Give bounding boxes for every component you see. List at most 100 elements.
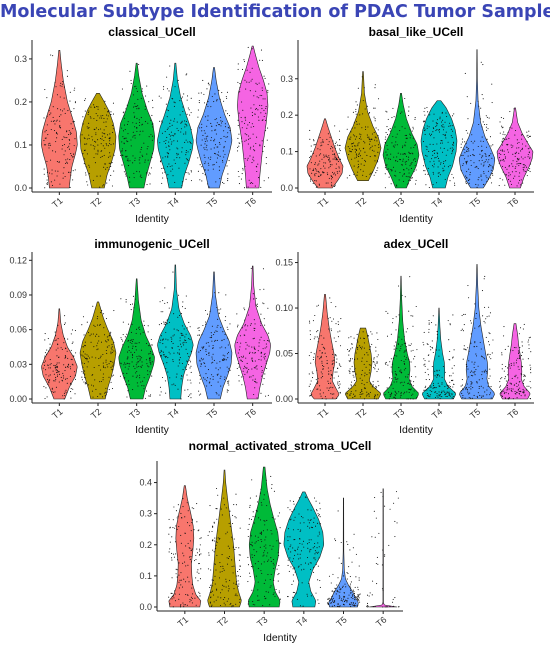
- data-point: [369, 148, 371, 150]
- x-tick-label: T5: [468, 406, 482, 420]
- data-point: [478, 387, 480, 390]
- data-point: [218, 312, 220, 314]
- data-point: [292, 596, 294, 598]
- data-point: [126, 362, 128, 364]
- data-point: [468, 179, 470, 181]
- data-point: [199, 375, 201, 377]
- data-point: [122, 321, 124, 323]
- data-point: [346, 572, 348, 574]
- data-point: [211, 130, 213, 132]
- data-point: [516, 142, 519, 144]
- data-point: [465, 161, 467, 163]
- data-point: [101, 117, 103, 119]
- data-point: [437, 396, 439, 398]
- data-point: [292, 574, 294, 576]
- data-point: [487, 341, 490, 343]
- data-point: [357, 586, 359, 588]
- data-point: [185, 340, 187, 342]
- data-point: [327, 598, 329, 600]
- data-point: [265, 343, 267, 345]
- data-point: [185, 139, 187, 141]
- data-point: [177, 148, 179, 150]
- data-point: [84, 143, 86, 146]
- data-point: [210, 332, 212, 334]
- data-point: [350, 384, 352, 386]
- data-point: [400, 394, 402, 396]
- data-point: [448, 125, 450, 127]
- data-point: [205, 373, 207, 375]
- data-point: [168, 133, 170, 135]
- data-point: [514, 376, 516, 378]
- data-point: [242, 109, 244, 111]
- data-point: [203, 154, 205, 156]
- data-point: [59, 96, 61, 98]
- data-point: [132, 131, 134, 133]
- data-point: [213, 147, 215, 149]
- data-point: [279, 598, 281, 600]
- data-point: [138, 326, 140, 328]
- data-point: [64, 137, 66, 139]
- data-point: [462, 395, 464, 397]
- data-point: [441, 151, 444, 153]
- data-point: [354, 127, 356, 129]
- data-point: [269, 545, 271, 547]
- data-point: [364, 375, 366, 377]
- data-point: [427, 343, 429, 345]
- data-point: [348, 337, 350, 339]
- x-tick-label: T2: [354, 406, 368, 420]
- data-point: [47, 175, 49, 177]
- data-point: [520, 150, 522, 152]
- data-point: [504, 157, 506, 159]
- data-point: [529, 163, 531, 165]
- data-point: [330, 175, 332, 177]
- data-point: [263, 561, 265, 563]
- violin-t3: [118, 62, 155, 189]
- data-point: [414, 118, 416, 120]
- data-point: [133, 365, 135, 367]
- data-point: [107, 145, 109, 147]
- data-point: [82, 123, 84, 125]
- data-point: [338, 130, 341, 132]
- data-point: [260, 321, 262, 323]
- data-point: [206, 353, 208, 356]
- data-point: [328, 155, 330, 157]
- data-point: [241, 141, 243, 143]
- data-point: [450, 375, 452, 377]
- data-point: [213, 359, 215, 362]
- data-point: [187, 542, 189, 544]
- data-point: [103, 327, 105, 329]
- data-point: [202, 172, 204, 174]
- data-point: [339, 596, 341, 598]
- data-point: [88, 164, 90, 166]
- data-point: [134, 103, 136, 105]
- data-point: [132, 375, 134, 377]
- data-point: [471, 382, 473, 384]
- data-point: [131, 361, 133, 363]
- data-point: [465, 130, 467, 132]
- data-point: [504, 134, 506, 136]
- data-point: [323, 154, 325, 156]
- data-point: [265, 547, 267, 549]
- data-point: [470, 342, 472, 344]
- data-point: [170, 170, 172, 172]
- data-point: [299, 542, 301, 545]
- data-point: [140, 174, 142, 176]
- data-point: [470, 164, 472, 166]
- data-point: [469, 174, 471, 176]
- data-point: [134, 134, 136, 136]
- data-point: [385, 157, 387, 159]
- data-point: [239, 83, 241, 85]
- data-point: [504, 392, 506, 394]
- data-point: [135, 364, 137, 366]
- data-point: [354, 395, 356, 397]
- data-point: [367, 335, 369, 337]
- data-point: [186, 522, 189, 524]
- data-point: [150, 134, 152, 136]
- data-point: [399, 112, 402, 114]
- data-point: [377, 167, 379, 169]
- data-point: [314, 550, 316, 552]
- data-point: [369, 173, 371, 175]
- data-point: [341, 598, 343, 600]
- data-point: [512, 145, 514, 147]
- data-point: [95, 153, 97, 155]
